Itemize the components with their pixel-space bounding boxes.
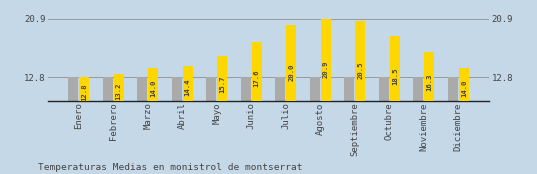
Bar [286,25,296,101]
Text: 13.2: 13.2 [116,82,122,100]
Text: 14.0: 14.0 [461,80,467,97]
Bar [241,77,251,101]
Bar [379,77,389,101]
Text: 20.0: 20.0 [288,63,294,81]
Text: 17.6: 17.6 [254,70,260,87]
Bar [424,52,434,101]
Bar [103,77,113,101]
Bar [448,77,458,101]
Bar [252,42,262,101]
Bar [310,77,320,101]
Text: Temperaturas Medias en monistrol de montserrat: Temperaturas Medias en monistrol de mont… [38,163,302,172]
Text: 12.8: 12.8 [81,83,87,101]
Bar [355,21,365,101]
Bar [79,77,89,101]
Text: 16.3: 16.3 [426,73,432,91]
Bar [172,77,182,101]
Text: 18.5: 18.5 [392,68,398,85]
Bar [321,18,331,101]
Bar [275,77,285,101]
Text: 14.4: 14.4 [185,79,191,96]
Text: 15.7: 15.7 [219,75,225,93]
Bar [183,65,193,101]
Text: 20.9: 20.9 [323,61,329,78]
Bar [148,68,158,101]
Text: 14.0: 14.0 [150,80,156,97]
Bar [114,74,124,101]
Bar [206,77,216,101]
Text: 20.5: 20.5 [357,62,364,80]
Bar [217,56,227,101]
Bar [390,36,400,101]
Bar [413,77,423,101]
Bar [137,77,147,101]
Bar [68,77,78,101]
Bar [344,77,354,101]
Bar [459,68,469,101]
